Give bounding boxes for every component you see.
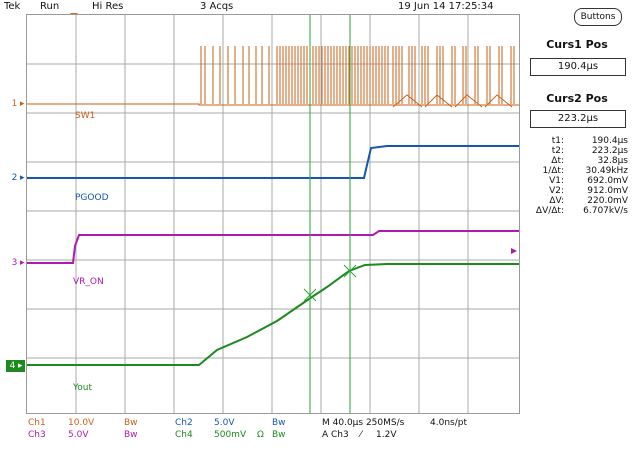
trigger-source[interactable]: A Ch3 bbox=[322, 430, 349, 440]
ch4-bandwidth-badge: Bw bbox=[272, 430, 286, 440]
waveform-display bbox=[27, 15, 519, 413]
acquisition-count: 3 Acqs bbox=[200, 1, 234, 12]
ch1-trace-label: SW1 bbox=[75, 111, 96, 121]
readout-row: ΔV/Δt: 6.707kV/s bbox=[535, 206, 628, 216]
readout-row: ΔV: 220.0mV bbox=[549, 196, 628, 206]
resolution-readout: 4.0ns/pt bbox=[430, 418, 467, 428]
ch3-bandwidth-badge: Bw bbox=[124, 430, 138, 440]
run-state: Run bbox=[40, 1, 60, 12]
ch4-trace bbox=[27, 263, 519, 366]
curs2-title: Curs2 Pos bbox=[546, 92, 608, 105]
ch3-arrow-icon: ▸ bbox=[20, 258, 25, 268]
graticule: SW1 PGOOD VR_ON Yout bbox=[26, 14, 520, 414]
buttons-button[interactable]: Buttons bbox=[574, 8, 622, 26]
curs2-position-field[interactable]: 223.2µs bbox=[530, 110, 626, 128]
ch3-scale: 5.0V bbox=[68, 430, 89, 440]
readout-row: t1: 190.4µs bbox=[551, 136, 628, 146]
ch1-marker-number: 1 bbox=[11, 99, 18, 109]
ch2-label[interactable]: Ch2 bbox=[175, 418, 193, 428]
ch2-arrow-icon: ▸ bbox=[20, 173, 25, 183]
readout-row: Δt: 32.8µs bbox=[551, 156, 628, 166]
cursor-side-panel: Buttons Curs1 Pos 190.4µs Curs2 Pos 223.… bbox=[522, 0, 632, 456]
ch4-ohm-icon: Ω bbox=[257, 430, 264, 440]
ch1-bandwidth-badge: Bw bbox=[124, 418, 138, 428]
cursor-lines bbox=[309, 15, 351, 413]
cursor-2-x-icon bbox=[343, 264, 357, 278]
timebase-readout[interactable]: M 40.0µs 250MS/s bbox=[322, 418, 405, 428]
ch4-arrow-icon: ▸ bbox=[18, 361, 23, 371]
trigger-slope-icon: ⁄ bbox=[360, 430, 362, 440]
ch2-marker-number: 2 bbox=[11, 173, 18, 183]
cursor-readouts: t1: 190.4µs t2: 223.2µs Δt: 32.8µs 1/Δt: 30.… bbox=[526, 136, 630, 216]
curs1-position-field[interactable]: 190.4µs bbox=[530, 58, 626, 76]
ch1-arrow-icon: ▸ bbox=[20, 99, 25, 109]
cursor-1-x-icon bbox=[303, 288, 317, 302]
ch3-marker-number: 3 bbox=[11, 258, 18, 268]
ch2-scale: 5.0V bbox=[214, 418, 235, 428]
ch4-ground-marker[interactable]: 4 ▸ bbox=[6, 360, 25, 372]
ch2-bandwidth-badge: Bw bbox=[272, 418, 286, 428]
ch3-ground-marker[interactable]: 3 ▸ bbox=[10, 258, 25, 268]
ch3-label[interactable]: Ch3 bbox=[28, 430, 46, 440]
ch3-reference-arrow-icon bbox=[511, 248, 517, 254]
brand-label: Tek bbox=[4, 1, 21, 12]
channel-settings-bar: Ch1 10.0V Bw Ch2 5.0V Bw Ch3 5.0V Bw Ch4… bbox=[0, 416, 632, 456]
ch4-label[interactable]: Ch4 bbox=[175, 430, 193, 440]
ch2-trace bbox=[27, 145, 519, 179]
acquisition-mode: Hi Res bbox=[92, 1, 124, 12]
curs1-title: Curs1 Pos bbox=[546, 38, 608, 51]
datetime: 19 Jun 14 17:25:34 bbox=[398, 1, 494, 12]
readout-row: V1: 692.0mV bbox=[549, 176, 628, 186]
trigger-level: 1.2V bbox=[376, 430, 397, 440]
ch4-trace-label: Yout bbox=[73, 383, 93, 393]
grid-lines bbox=[27, 15, 519, 413]
ch1-trace bbox=[27, 46, 519, 108]
readout-row: V2: 912.0mV bbox=[549, 186, 628, 196]
ch3-trace bbox=[27, 230, 519, 264]
readout-row: t2: 223.2µs bbox=[551, 146, 628, 156]
status-bar: Tek Run Hi Res 3 Acqs 19 Jun 14 17:25:34 bbox=[0, 0, 632, 14]
readout-row: 1/Δt: 30.49kHz bbox=[542, 166, 628, 176]
ch4-scale: 500mV bbox=[214, 430, 247, 440]
ch1-label[interactable]: Ch1 bbox=[28, 418, 46, 428]
cursor-crosshairs bbox=[303, 264, 357, 302]
ch3-trace-label: VR_ON bbox=[73, 277, 104, 287]
ch4-marker-number: 4 bbox=[9, 361, 16, 371]
ch1-scale: 10.0V bbox=[68, 418, 95, 428]
ch1-ground-marker[interactable]: 1 ▸ bbox=[10, 99, 25, 109]
ch2-ground-marker[interactable]: 2 ▸ bbox=[10, 173, 25, 183]
ch2-trace-label: PGOOD bbox=[75, 193, 109, 203]
